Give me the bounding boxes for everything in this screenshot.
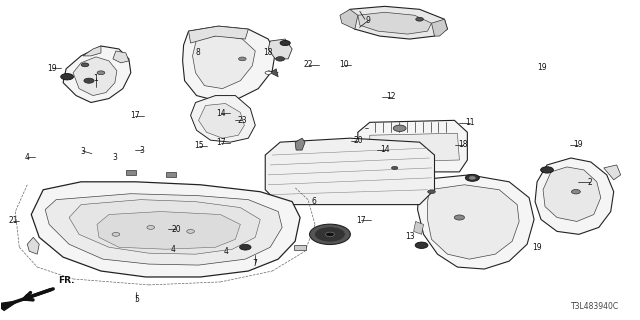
Polygon shape bbox=[73, 57, 117, 96]
Polygon shape bbox=[375, 168, 385, 175]
Circle shape bbox=[276, 57, 285, 61]
Text: 20: 20 bbox=[171, 225, 181, 234]
Polygon shape bbox=[358, 12, 431, 34]
Text: 3: 3 bbox=[139, 146, 144, 155]
Polygon shape bbox=[193, 35, 255, 89]
Circle shape bbox=[84, 78, 94, 83]
Text: 7: 7 bbox=[253, 259, 257, 268]
Polygon shape bbox=[191, 96, 255, 142]
Circle shape bbox=[465, 174, 479, 181]
Circle shape bbox=[112, 232, 120, 236]
Polygon shape bbox=[28, 237, 39, 254]
Circle shape bbox=[265, 71, 271, 74]
Circle shape bbox=[416, 17, 424, 21]
Polygon shape bbox=[69, 200, 260, 254]
Circle shape bbox=[187, 229, 195, 233]
Circle shape bbox=[454, 215, 465, 220]
Text: 4: 4 bbox=[24, 153, 29, 162]
Circle shape bbox=[280, 41, 291, 45]
Polygon shape bbox=[413, 221, 424, 234]
Text: 4: 4 bbox=[171, 245, 176, 254]
Circle shape bbox=[541, 167, 554, 173]
Bar bbox=[166, 172, 176, 177]
Circle shape bbox=[239, 244, 251, 250]
Circle shape bbox=[469, 176, 476, 180]
Polygon shape bbox=[295, 138, 305, 150]
Polygon shape bbox=[358, 120, 467, 172]
Circle shape bbox=[415, 242, 428, 248]
Polygon shape bbox=[182, 26, 275, 100]
Circle shape bbox=[239, 57, 246, 61]
Text: 2: 2 bbox=[587, 178, 592, 187]
Polygon shape bbox=[270, 69, 278, 77]
Circle shape bbox=[394, 125, 406, 132]
Text: 19: 19 bbox=[47, 63, 57, 73]
Text: 18: 18 bbox=[263, 48, 273, 57]
Text: 19: 19 bbox=[537, 63, 547, 72]
Polygon shape bbox=[189, 26, 248, 43]
Text: 19: 19 bbox=[532, 243, 541, 252]
Text: 1: 1 bbox=[93, 74, 98, 83]
Text: 22: 22 bbox=[304, 60, 314, 69]
Polygon shape bbox=[268, 39, 292, 59]
Polygon shape bbox=[198, 103, 244, 138]
Polygon shape bbox=[417, 175, 534, 269]
Circle shape bbox=[97, 71, 105, 75]
Text: 4: 4 bbox=[223, 247, 228, 257]
Text: 6: 6 bbox=[311, 197, 316, 206]
Text: 8: 8 bbox=[195, 48, 200, 57]
Polygon shape bbox=[431, 19, 447, 36]
Text: 11: 11 bbox=[465, 118, 474, 127]
Bar bbox=[294, 245, 307, 251]
Text: 12: 12 bbox=[387, 92, 396, 101]
Polygon shape bbox=[0, 301, 18, 310]
Text: 3: 3 bbox=[81, 147, 85, 156]
Polygon shape bbox=[113, 51, 129, 63]
Circle shape bbox=[81, 63, 89, 67]
Polygon shape bbox=[265, 138, 435, 204]
Text: 21: 21 bbox=[8, 216, 18, 225]
Text: 14: 14 bbox=[216, 108, 226, 117]
Text: 17: 17 bbox=[356, 216, 366, 225]
Circle shape bbox=[147, 226, 155, 229]
Text: 9: 9 bbox=[366, 16, 371, 25]
Circle shape bbox=[61, 74, 74, 80]
Polygon shape bbox=[45, 194, 282, 265]
Polygon shape bbox=[370, 133, 460, 162]
Text: 17: 17 bbox=[131, 111, 140, 120]
Polygon shape bbox=[342, 6, 447, 39]
Polygon shape bbox=[543, 167, 601, 221]
Text: 13: 13 bbox=[406, 232, 415, 241]
Polygon shape bbox=[83, 46, 101, 56]
Circle shape bbox=[310, 224, 350, 244]
Polygon shape bbox=[340, 9, 358, 29]
Text: 20: 20 bbox=[353, 136, 363, 146]
Polygon shape bbox=[604, 165, 621, 180]
Text: 10: 10 bbox=[339, 60, 349, 69]
Text: 5: 5 bbox=[134, 295, 139, 304]
Text: 15: 15 bbox=[194, 141, 204, 150]
Circle shape bbox=[392, 166, 398, 170]
Text: 18: 18 bbox=[459, 140, 468, 149]
Text: 19: 19 bbox=[573, 140, 583, 149]
Text: FR.: FR. bbox=[58, 276, 75, 285]
Text: 3: 3 bbox=[113, 153, 117, 162]
Polygon shape bbox=[428, 185, 519, 259]
Circle shape bbox=[428, 190, 435, 194]
Polygon shape bbox=[31, 182, 300, 277]
Circle shape bbox=[315, 227, 345, 242]
Polygon shape bbox=[535, 158, 614, 234]
Polygon shape bbox=[63, 46, 131, 102]
Text: 14: 14 bbox=[380, 145, 390, 154]
Bar bbox=[126, 170, 136, 175]
Polygon shape bbox=[97, 212, 241, 249]
Text: 23: 23 bbox=[237, 116, 247, 125]
Circle shape bbox=[326, 232, 335, 236]
Circle shape bbox=[572, 189, 580, 194]
Text: 17: 17 bbox=[216, 138, 225, 147]
Text: T3L483940C: T3L483940C bbox=[572, 302, 620, 311]
